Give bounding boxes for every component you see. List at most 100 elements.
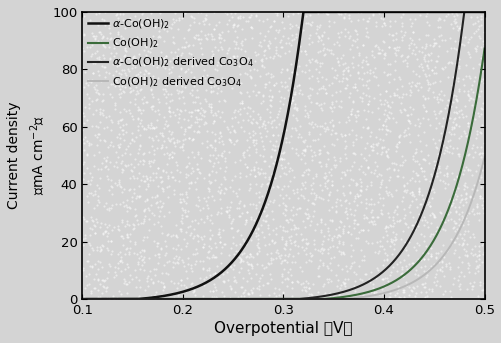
Point — [228, 188, 236, 193]
Point — [471, 253, 479, 259]
Point — [416, 148, 424, 154]
Point — [302, 278, 310, 284]
Point — [318, 242, 326, 247]
Point — [449, 116, 457, 122]
Point — [270, 147, 278, 153]
Point — [252, 182, 260, 187]
Point — [367, 220, 375, 225]
Point — [368, 221, 376, 226]
Point — [432, 96, 440, 102]
Point — [246, 216, 254, 221]
Point — [327, 117, 335, 122]
Point — [156, 223, 164, 228]
Point — [394, 284, 402, 290]
Point — [423, 11, 431, 16]
Point — [390, 235, 398, 240]
Point — [227, 76, 235, 81]
Point — [91, 86, 99, 92]
Point — [319, 85, 327, 91]
Point — [408, 29, 416, 35]
Point — [101, 228, 109, 234]
Point — [317, 217, 325, 223]
Point — [188, 218, 196, 224]
Point — [378, 138, 386, 143]
Point — [284, 253, 292, 259]
Point — [374, 291, 382, 296]
Point — [180, 129, 188, 134]
Point — [148, 92, 156, 97]
Point — [429, 158, 437, 164]
Point — [235, 157, 243, 163]
Point — [434, 110, 442, 116]
Point — [142, 295, 150, 300]
Point — [341, 172, 349, 177]
Point — [361, 186, 369, 191]
Point — [360, 172, 368, 177]
Point — [136, 266, 144, 271]
Point — [151, 24, 159, 30]
Point — [472, 263, 480, 268]
Point — [198, 107, 206, 113]
Point — [199, 267, 207, 272]
Point — [391, 45, 399, 50]
Point — [152, 133, 160, 139]
Point — [391, 119, 399, 125]
Point — [445, 209, 453, 215]
Point — [411, 146, 419, 152]
Point — [467, 246, 475, 251]
Point — [85, 190, 93, 196]
Point — [197, 37, 205, 42]
Point — [128, 276, 136, 281]
Point — [221, 158, 229, 163]
Point — [459, 128, 467, 134]
Point — [279, 266, 287, 271]
Point — [143, 124, 151, 129]
Point — [96, 137, 104, 142]
Point — [384, 80, 392, 85]
Point — [281, 207, 289, 212]
Point — [385, 244, 393, 249]
Point — [116, 37, 124, 42]
Point — [260, 234, 268, 240]
Point — [406, 202, 414, 208]
Point — [353, 17, 361, 23]
Point — [152, 289, 160, 295]
Point — [446, 241, 454, 246]
Point — [446, 103, 454, 109]
Point — [131, 214, 139, 219]
Point — [455, 26, 463, 31]
Point — [262, 129, 270, 134]
Point — [289, 105, 297, 110]
Point — [254, 111, 262, 116]
Point — [196, 117, 204, 122]
Point — [422, 293, 430, 298]
Point — [450, 191, 458, 197]
Point — [291, 89, 299, 95]
Point — [91, 35, 99, 40]
Point — [91, 230, 99, 236]
Point — [203, 31, 211, 36]
Point — [159, 188, 167, 194]
Point — [218, 227, 226, 233]
Point — [209, 282, 217, 287]
Point — [384, 31, 392, 37]
Point — [343, 77, 351, 82]
Point — [305, 36, 313, 41]
Point — [316, 49, 324, 54]
Point — [443, 97, 451, 103]
Point — [357, 134, 365, 140]
Point — [425, 178, 433, 184]
Point — [303, 281, 311, 286]
Point — [371, 74, 379, 80]
Point — [87, 291, 95, 296]
Point — [459, 42, 467, 48]
Point — [230, 107, 238, 112]
Point — [262, 264, 270, 270]
Point — [129, 226, 137, 232]
Point — [261, 174, 269, 179]
Point — [475, 279, 483, 285]
Point — [431, 115, 439, 121]
Point — [420, 294, 428, 300]
Point — [114, 143, 122, 148]
Point — [171, 222, 179, 227]
